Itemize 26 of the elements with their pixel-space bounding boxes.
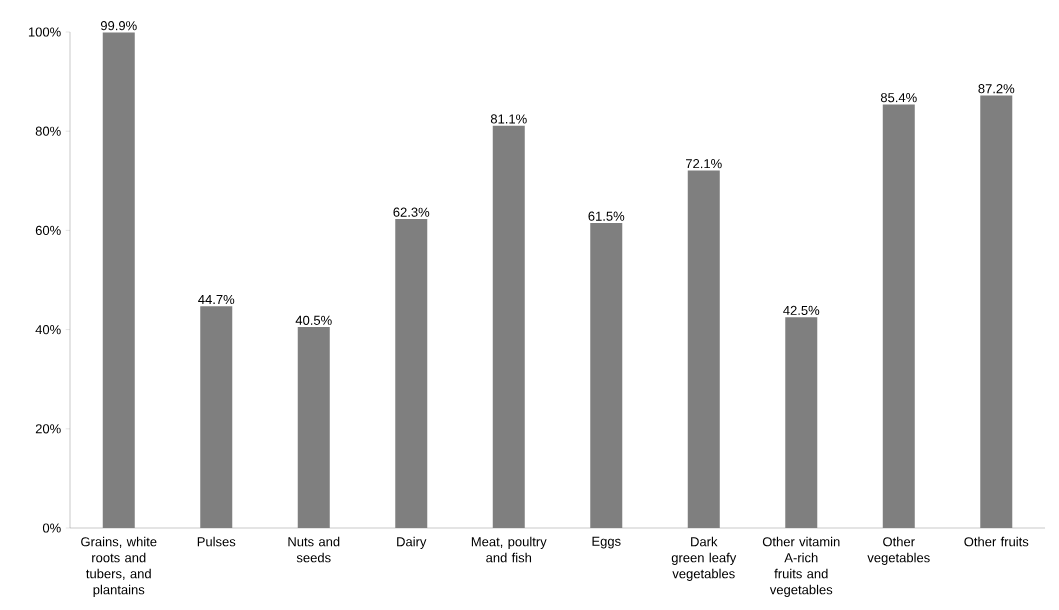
data-label: 99.9%: [100, 21, 137, 31]
x-tick-label: Other vitamin A-rich fruits and vegetables: [762, 536, 840, 597]
x-tick-label: Pulses: [197, 536, 236, 547]
x-tick-label: Other vegetables: [867, 536, 930, 565]
x-tick-label: Eggs: [592, 536, 621, 549]
y-tick-label: 20%: [35, 424, 61, 434]
x-tick-label: Other fruits: [964, 536, 1029, 547]
y-tick-label: 40%: [35, 324, 61, 335]
y-tick-label: 80%: [35, 126, 61, 136]
x-tick-label: Grains, white roots and tubers, and plantains: [81, 536, 157, 597]
data-label: 62.3%: [393, 207, 430, 217]
data-label: 87.2%: [978, 84, 1015, 94]
x-tick-label: Dark green leafy vegetables: [671, 536, 737, 581]
x-tick-label: Dairy: [397, 536, 427, 549]
x-tick-label: Meat, poultry and fish: [471, 536, 547, 563]
data-label: 44.7%: [198, 294, 235, 305]
data-label: 72.1%: [686, 159, 722, 169]
x-tick-label: Nuts and seeds: [288, 536, 340, 563]
data-label: 40.5%: [295, 315, 332, 325]
y-tick-label: 100%: [28, 27, 61, 37]
data-label: 61.5%: [588, 211, 625, 221]
data-label: 81.1%: [490, 114, 527, 124]
data-label: 42.5%: [783, 305, 820, 315]
data-label: 85.4%: [880, 93, 917, 103]
y-tick-label: 0%: [42, 523, 61, 533]
y-tick-label: 60%: [35, 225, 61, 235]
